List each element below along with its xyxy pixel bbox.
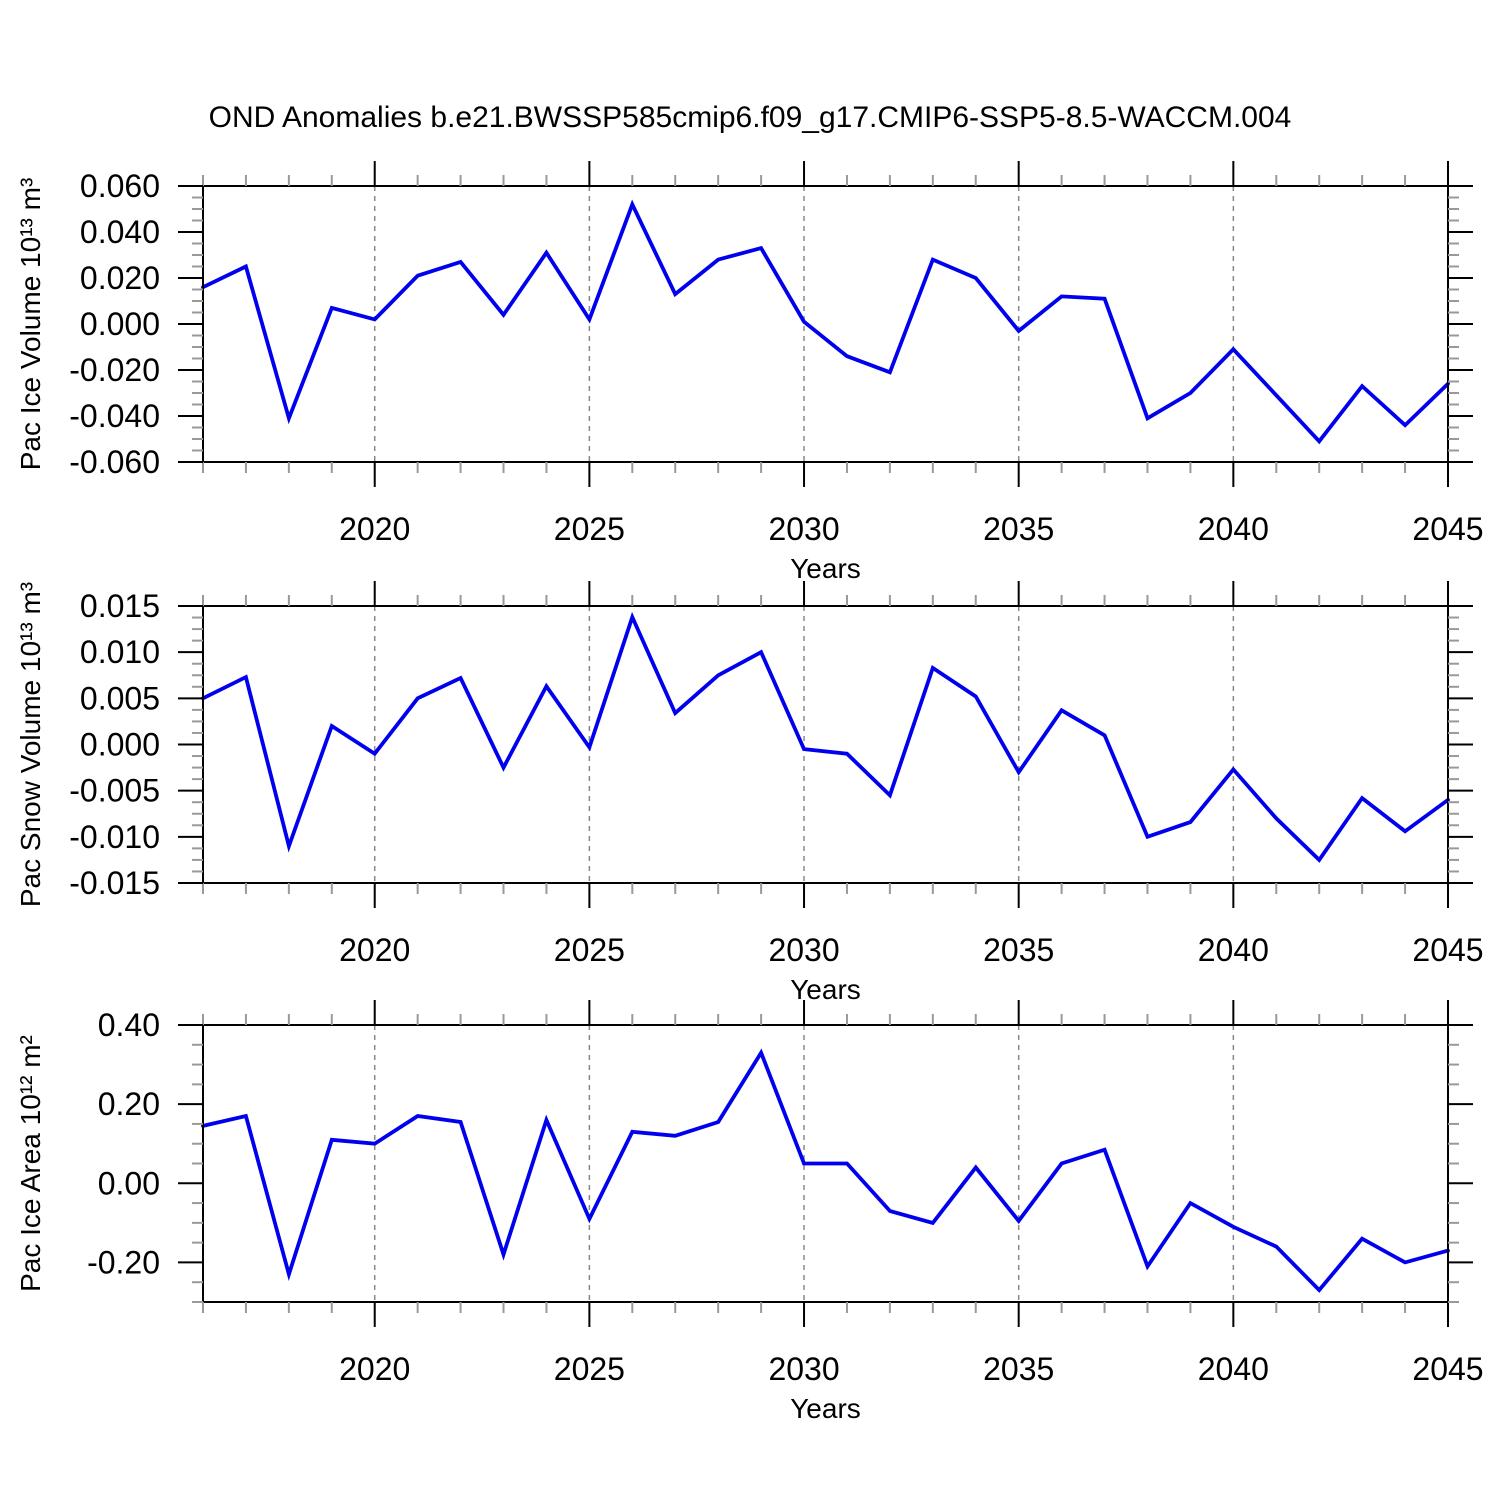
y-tick-label: -0.005 — [69, 773, 160, 809]
series-line-pac-ice-area — [201, 1048, 1450, 1293]
x-tick-label: 2035 — [983, 1351, 1054, 1387]
y-axis-title: Pac Ice Volume 10¹³ m³ — [15, 178, 46, 471]
chart-title: OND Anomalies b.e21.BWSSP585cmip6.f09_g1… — [208, 101, 1292, 134]
x-tick-label: 2020 — [339, 511, 410, 547]
x-tick-label: 2030 — [768, 511, 839, 547]
series-line-pac-snow-volume — [201, 611, 1450, 863]
panel-pac-ice-volume: 0.060 0.040 0.020 0.000 -0.020 -0.040 -0.060 20… — [15, 161, 1484, 584]
y-tick-label: 0.000 — [80, 727, 160, 763]
x-tick-label: 2030 — [768, 932, 839, 968]
y-tick-label: 0.40 — [98, 1007, 160, 1043]
x-tick-label: 2040 — [1198, 932, 1269, 968]
y-tick-label: -0.060 — [69, 444, 160, 480]
x-axis-title: Years — [790, 553, 861, 584]
x-tick-label: 2040 — [1198, 511, 1269, 547]
y-tick-label: 0.010 — [80, 634, 160, 670]
x-tick-label: 2030 — [768, 1351, 839, 1387]
x-tick-label: 2040 — [1198, 1351, 1269, 1387]
x-axis-title: Years — [790, 974, 861, 1005]
y-tick-label: -0.20 — [87, 1244, 160, 1280]
y-tick-label: 0.015 — [80, 588, 160, 624]
x-tick-label: 2045 — [1412, 511, 1483, 547]
y-tick-label: 0.020 — [80, 260, 160, 296]
x-tick-label: 2035 — [983, 511, 1054, 547]
x-tick-label: 2020 — [339, 932, 410, 968]
x-tick-label: 2045 — [1412, 932, 1483, 968]
x-tick-label: 2025 — [554, 932, 625, 968]
x-tick-label: 2045 — [1412, 1351, 1483, 1387]
y-tick-label: 0.000 — [80, 306, 160, 342]
x-tick-label: 2025 — [554, 511, 625, 547]
y-tick-label: 0.00 — [98, 1165, 160, 1201]
plot-frame — [202, 185, 1449, 463]
y-tick-label: 0.040 — [80, 214, 160, 250]
y-tick-label: -0.015 — [69, 865, 160, 901]
panel-pac-ice-area: 0.40 0.20 0.00 -0.20 2020 2025 2030 2035 2040 204… — [15, 1000, 1484, 1424]
x-tick-label: 2025 — [554, 1351, 625, 1387]
panel-pac-snow-volume: 0.015 0.010 0.005 0.000 -0.005 -0.010 -0.015 20… — [15, 581, 1484, 1005]
y-tick-label: 0.20 — [98, 1086, 160, 1122]
y-tick-label: 0.005 — [80, 680, 160, 716]
y-axis-title: Pac Snow Volume 10¹³ m³ — [15, 582, 46, 907]
y-tick-label: -0.020 — [69, 352, 160, 388]
x-tick-label: 2035 — [983, 932, 1054, 968]
plot-frame — [202, 605, 1449, 884]
y-tick-label: -0.010 — [69, 819, 160, 855]
x-tick-label: 2020 — [339, 1351, 410, 1387]
y-tick-label: -0.040 — [69, 398, 160, 434]
x-axis-title: Years — [790, 1393, 861, 1424]
y-tick-label: 0.060 — [80, 168, 160, 204]
y-axis-title: Pac Ice Area 10¹² m² — [15, 1035, 46, 1292]
series-line-pac-ice-volume — [201, 199, 1450, 445]
